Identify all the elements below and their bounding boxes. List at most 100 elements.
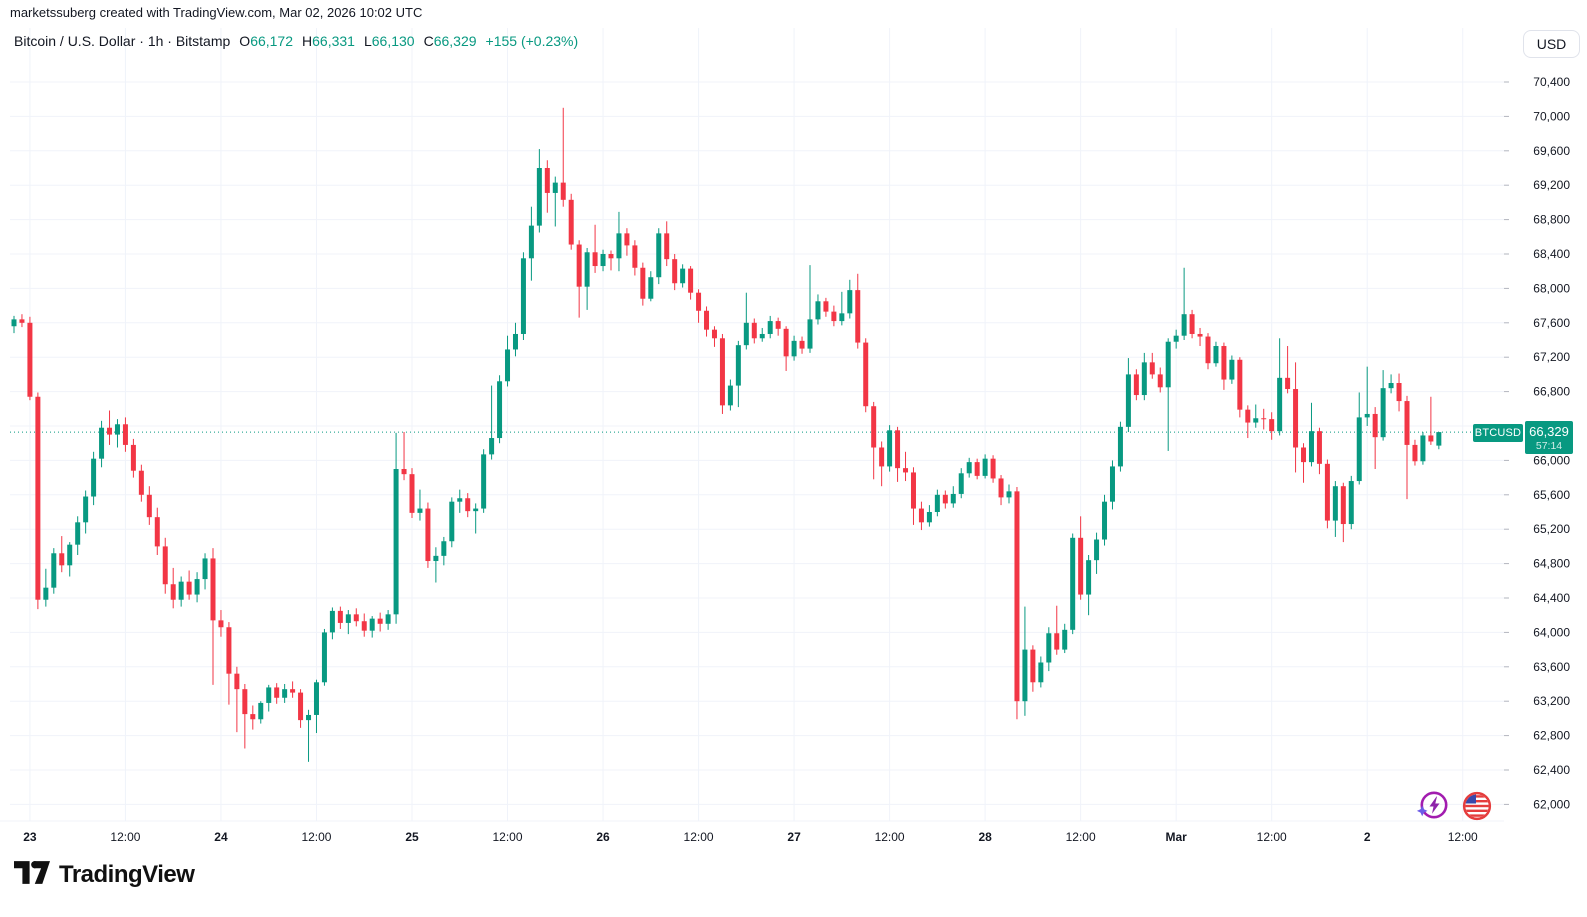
candle-body bbox=[218, 620, 224, 628]
candle-body bbox=[887, 430, 893, 467]
candle-body bbox=[67, 544, 73, 566]
candle-body bbox=[1316, 431, 1322, 464]
time-tick-label: 2 bbox=[1364, 830, 1371, 844]
candle-body bbox=[345, 614, 351, 623]
candle-body bbox=[1125, 374, 1131, 427]
candle-body bbox=[489, 438, 495, 455]
candle-body bbox=[1030, 649, 1036, 683]
candle-body bbox=[19, 319, 25, 323]
candle-body bbox=[1038, 662, 1044, 683]
price-tick-label: 68,400 bbox=[1533, 247, 1570, 261]
current-price-badge: 66,329 57:14 bbox=[1525, 421, 1573, 454]
candle-body bbox=[329, 610, 335, 633]
candle-body bbox=[242, 689, 248, 715]
candle-body bbox=[552, 182, 558, 193]
candle-body bbox=[194, 579, 200, 595]
time-tick-label: 24 bbox=[214, 830, 228, 844]
time-tick-label: 12:00 bbox=[1448, 830, 1478, 844]
candle-body bbox=[895, 430, 901, 469]
candle-body bbox=[59, 553, 65, 566]
us-flag-button[interactable] bbox=[1460, 789, 1494, 823]
candle-body bbox=[202, 558, 208, 580]
candle-body bbox=[274, 687, 280, 698]
candle-body bbox=[1094, 539, 1100, 561]
candle-body bbox=[727, 385, 733, 406]
candle-body bbox=[1364, 413, 1370, 418]
candle-body bbox=[146, 494, 152, 518]
candle-body bbox=[512, 333, 518, 350]
candle-body bbox=[290, 689, 296, 693]
candle-body bbox=[1213, 346, 1219, 364]
candle-body bbox=[313, 682, 319, 715]
candle-body bbox=[114, 424, 120, 435]
time-tick-label: 26 bbox=[596, 830, 610, 844]
candle-body bbox=[640, 267, 646, 299]
candle-body bbox=[497, 381, 503, 439]
price-axis[interactable]: 62,000 62,400 62,800 63,200 63,600 64,000 64,4… bbox=[1504, 75, 1570, 811]
candle-body bbox=[1133, 374, 1139, 396]
price-tick-label: 62,800 bbox=[1533, 729, 1570, 743]
spark-lightning-icon bbox=[1416, 791, 1450, 826]
price-tick-label: 66,000 bbox=[1533, 453, 1570, 467]
price-tick-label: 68,800 bbox=[1533, 213, 1570, 227]
candle-body bbox=[51, 553, 57, 588]
tradingview-logo[interactable]: TradingView bbox=[14, 861, 195, 889]
candle-body bbox=[1404, 401, 1410, 445]
candle-body bbox=[409, 474, 415, 513]
price-tick-label: 70,400 bbox=[1533, 75, 1570, 89]
candle-body bbox=[481, 454, 487, 509]
candle-body bbox=[624, 233, 630, 246]
candle-body bbox=[751, 322, 757, 339]
grid-lines bbox=[0, 28, 1504, 822]
currency-usd-button[interactable]: USD bbox=[1523, 30, 1580, 58]
candle-body bbox=[926, 512, 932, 523]
candle-body bbox=[505, 349, 511, 382]
candle-body bbox=[1356, 417, 1362, 482]
candle-body bbox=[688, 268, 694, 293]
candle-body bbox=[1117, 426, 1123, 467]
candle-body bbox=[298, 692, 304, 721]
candle-body bbox=[918, 508, 924, 523]
candle-body bbox=[536, 168, 542, 226]
candle-body bbox=[903, 468, 909, 473]
candle-body bbox=[1420, 435, 1426, 462]
time-tick-label: 27 bbox=[787, 830, 801, 844]
candle-body bbox=[966, 462, 972, 474]
candle-body bbox=[950, 493, 956, 504]
candle-body bbox=[425, 508, 431, 562]
candle-body bbox=[1308, 431, 1314, 463]
candle-body bbox=[656, 233, 662, 278]
candle-body bbox=[250, 714, 256, 720]
candle-body bbox=[353, 614, 359, 622]
tradingview-logo-icon bbox=[14, 861, 50, 889]
candle-body bbox=[306, 714, 312, 721]
candle-body bbox=[1380, 388, 1386, 438]
candle-body bbox=[1165, 341, 1171, 388]
candles-layer[interactable] bbox=[11, 107, 1442, 762]
candle-body bbox=[791, 340, 797, 357]
candle-body bbox=[1229, 359, 1235, 380]
symbol-price-flag: BTCUSD bbox=[1473, 424, 1523, 442]
candle-body bbox=[1014, 491, 1020, 702]
candle-body bbox=[1046, 633, 1052, 663]
candle-body bbox=[544, 168, 550, 193]
candle-body bbox=[1022, 649, 1028, 702]
time-axis[interactable]: 23 12:00 24 12:00 25 12:00 26 12:00 27 12:00 28 12:… bbox=[23, 830, 1478, 844]
current-price-value: 66,329 bbox=[1529, 424, 1569, 439]
price-tick-label: 66,800 bbox=[1533, 385, 1570, 399]
candle-body bbox=[719, 338, 725, 406]
candle-body bbox=[807, 319, 813, 349]
tradingview-logo-text: TradingView bbox=[59, 861, 195, 888]
candle-body bbox=[1102, 501, 1108, 540]
candle-body bbox=[1157, 374, 1163, 388]
candle-body bbox=[1324, 463, 1330, 521]
candle-body bbox=[831, 311, 837, 322]
candle-body bbox=[1340, 486, 1346, 525]
ohlc-high: H66,331 bbox=[302, 33, 355, 49]
candle-body bbox=[258, 702, 264, 720]
candle-body bbox=[632, 245, 638, 268]
time-tick-label: Mar bbox=[1165, 830, 1187, 844]
spark-button[interactable] bbox=[1416, 789, 1450, 823]
